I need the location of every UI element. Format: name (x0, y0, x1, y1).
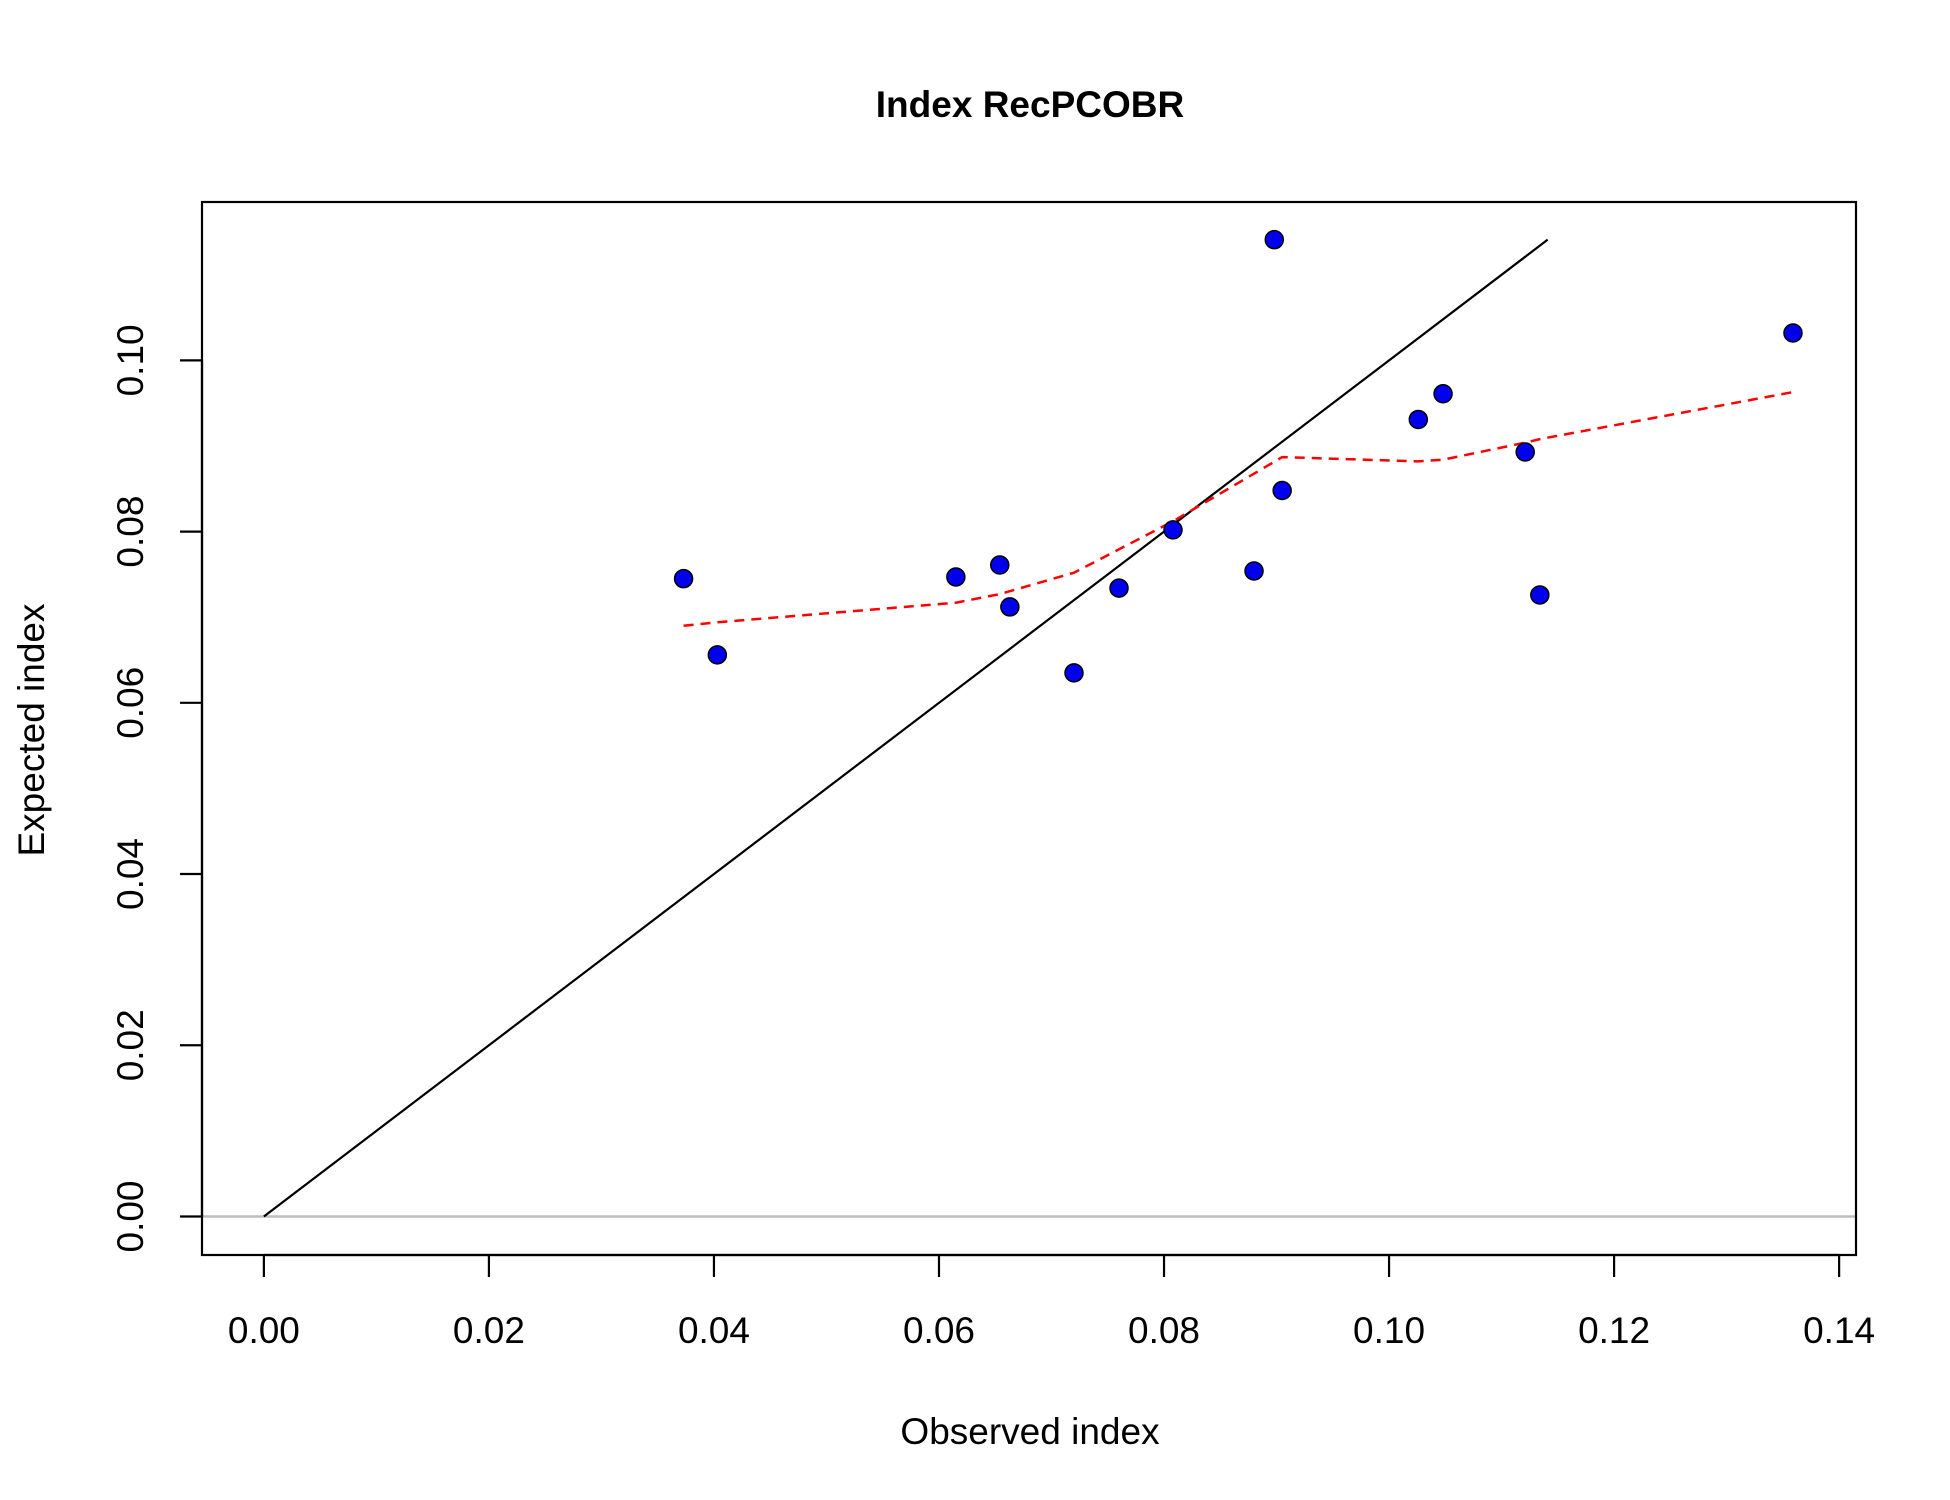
data-point (989, 555, 1010, 575)
y-tick-label: 0.10 (110, 324, 151, 396)
x-tick-label: 0.02 (453, 1310, 525, 1351)
data-point (1000, 597, 1020, 617)
y-axis-label: Expected index (11, 603, 52, 857)
data-point (1530, 585, 1550, 605)
x-tick-label: 0.12 (1578, 1310, 1650, 1351)
chart-title: Index RecPCOBR (876, 84, 1184, 125)
data-point (1109, 578, 1129, 598)
one-to-one-line (263, 238, 1549, 1218)
data-point (1064, 663, 1084, 683)
x-tick-label: 0.10 (1353, 1310, 1425, 1351)
data-point (946, 567, 966, 587)
plot-frame (200, 200, 1858, 1257)
x-tick-label: 0.04 (678, 1310, 750, 1351)
data-point (1408, 409, 1429, 430)
x-tick-label: 0.14 (1803, 1310, 1875, 1351)
data-point (1244, 561, 1264, 581)
data-point (707, 645, 728, 665)
y-tick-label: 0.00 (110, 1180, 151, 1252)
x-axis-label: Observed index (900, 1411, 1160, 1452)
x-tick-label: 0.08 (1128, 1310, 1200, 1351)
x-tick-label: 0.00 (228, 1310, 300, 1351)
y-tick-label: 0.06 (110, 667, 151, 739)
data-point (1163, 520, 1183, 540)
data-point (1783, 323, 1803, 343)
y-tick-label: 0.04 (110, 838, 151, 910)
x-tick-label: 0.06 (903, 1310, 975, 1351)
y-tick-label: 0.02 (110, 1009, 151, 1081)
smoother-line (683, 390, 1794, 628)
data-point (673, 568, 694, 589)
y-tick-label: 0.08 (110, 496, 151, 568)
plot-area: 0.00 0.02 0.04 0.06 0.08 0.10 0.12 0.14 0.00 0.02… (110, 200, 1875, 1351)
data-point (1515, 442, 1535, 462)
data-point (1272, 480, 1292, 501)
data-point (1433, 384, 1453, 404)
data-point (1264, 229, 1285, 250)
